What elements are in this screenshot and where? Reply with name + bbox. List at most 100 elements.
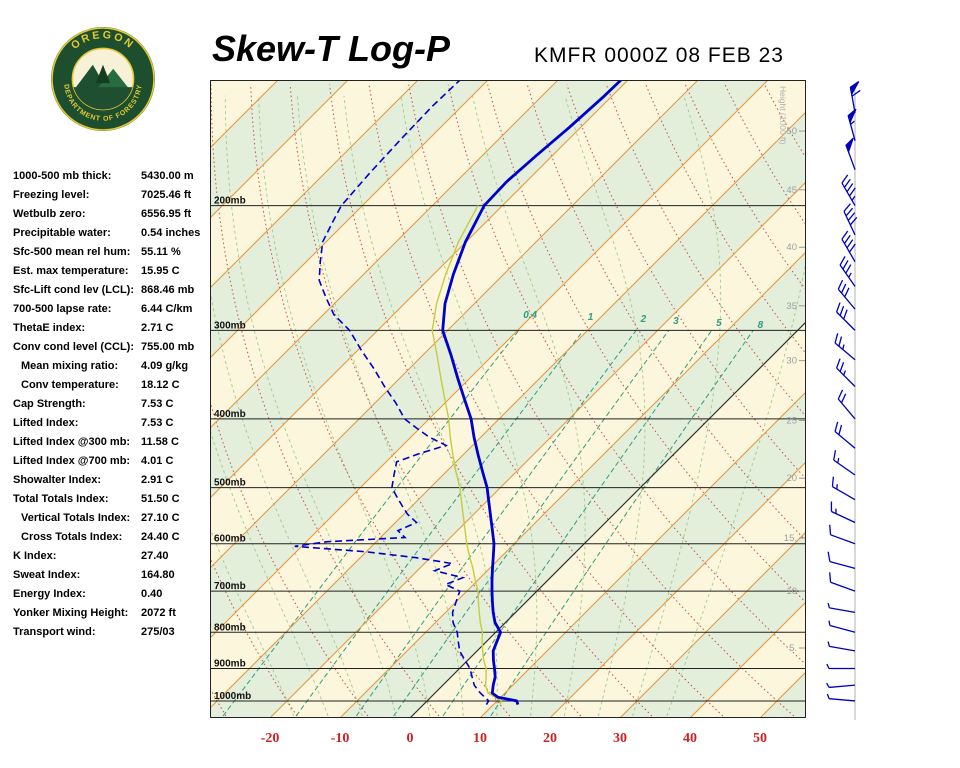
index-label: Total Totals Index: (13, 493, 109, 505)
wind-barb (829, 572, 856, 592)
isotherm-line (339, 251, 806, 718)
index-row: Sweat Index: 164.80 (13, 566, 213, 585)
page-title: Skew-T Log-P (212, 28, 451, 69)
wind-barb (834, 333, 856, 361)
wind-barb (841, 230, 856, 263)
index-label: K Index: (13, 550, 57, 562)
temp-axis-label: 20 (543, 731, 557, 746)
mixing-ratio-label: 2 (640, 314, 647, 325)
index-label: Sweat Index: (13, 569, 81, 581)
index-label: Conv temperature: (21, 379, 119, 391)
wind-barb (831, 476, 856, 501)
height-tick-label: 50 (786, 126, 797, 137)
index-label: Cross Totals Index: (21, 531, 123, 543)
index-value: 275/03 (141, 626, 175, 638)
mixing-ratio-line (295, 330, 584, 717)
index-label: Precipitable water: (13, 227, 111, 239)
index-value: 868.46 mb (141, 284, 195, 296)
skewt-diagram: 200mb 300mb 400mb 500mb 600mb 700mb 800mb 900mb… (210, 80, 806, 718)
skewt-plot-area (210, 80, 806, 718)
wind-barb (827, 641, 856, 652)
isotherm-band (210, 112, 806, 718)
height-axis-title: Height (1000 ft) (778, 86, 788, 145)
mixing-ratio-label: 3 (673, 316, 679, 327)
wind-barb (836, 302, 856, 331)
isotherm-line (210, 80, 769, 639)
index-label: Wetbulb zero: (13, 208, 86, 220)
index-row: Wetbulb zero: 6556.95 ft (13, 205, 213, 224)
wind-barb (829, 524, 856, 545)
isotherm-line (210, 80, 419, 289)
index-value: 7025.46 ft (141, 189, 192, 201)
index-row: Total Totals Index: 51.50 C (13, 490, 213, 509)
moist-adiabat-line (343, 95, 498, 716)
wind-barb (830, 501, 856, 524)
moist-adiabat-line (564, 95, 646, 717)
index-value: 4.09 g/kg (141, 360, 189, 372)
mixing-ratio-label: 0.4 (523, 310, 537, 321)
index-row: Lifted Index: 7.53 C (13, 414, 213, 433)
wind-barb (841, 174, 856, 206)
index-row: Energy Index: 0.40 (13, 585, 213, 604)
index-label: Vertical Totals Index: (21, 512, 131, 524)
index-label: ThetaE index: (13, 322, 86, 334)
isotherm-line (210, 80, 349, 219)
logo-outer-border (51, 27, 155, 131)
mixing-ratio-label: 5 (716, 318, 722, 329)
isotherm-line (549, 461, 806, 718)
wind-barb (827, 551, 856, 569)
index-label: Lifted Index @700 mb: (13, 455, 131, 467)
height-tick-label: 35 (786, 301, 797, 312)
index-label: Showalter Index: (13, 474, 102, 486)
height-tick-label: 30 (786, 356, 797, 367)
dry-adiabat-line (408, 84, 795, 717)
pressure-label: 200mb (214, 196, 246, 207)
index-value: 27.40 (141, 550, 169, 562)
temp-axis-label: 40 (683, 731, 697, 746)
height-tick-label: 40 (786, 242, 797, 253)
isotherm-line (210, 80, 699, 569)
temperature-axis: -20 -10 0 10 20 30 40 50 (210, 731, 806, 753)
pressure-label: 900mb (214, 659, 246, 670)
wind-barb (834, 421, 856, 449)
temp-axis-label: -20 (260, 731, 280, 746)
height-tick-label: 20 (786, 473, 797, 484)
wind-barb (847, 108, 857, 141)
isotherm-line (619, 531, 806, 718)
dry-adiabat-line (289, 84, 582, 717)
index-label: Conv cond level (CCL): (13, 341, 135, 353)
skewt-chart-area: 200mb 300mb 400mb 500mb 600mb 700mb 800mb 900mb… (210, 80, 806, 718)
chart-border (210, 80, 806, 718)
index-value: 18.12 C (141, 379, 180, 391)
temp-axis-label: -10 (330, 731, 350, 746)
height-tick-label: 5. (789, 643, 797, 654)
index-label: Sfc-500 mean rel hum: (13, 246, 131, 258)
index-value: 27.10 C (141, 512, 180, 524)
mixing-ratio-label: 1 (588, 312, 594, 323)
wind-barb-plot (826, 81, 861, 720)
height-tick-label: 15. (784, 533, 797, 544)
index-value: 55.11 % (141, 246, 181, 258)
wind-barb (836, 358, 856, 387)
logo-forest-art (72, 64, 134, 110)
isotherm-line (479, 391, 806, 718)
wind-barb (826, 663, 855, 670)
index-label: Est. max temperature: (13, 265, 129, 277)
index-row: Showalter Index: 2.91 C (13, 471, 213, 490)
wetbulb-profile (431, 205, 503, 705)
temperature-profile (441, 80, 622, 706)
pressure-label: 500mb (214, 478, 246, 489)
index-row: Freezing level: 7025.46 ft (13, 186, 213, 205)
wind-barb-column (806, 80, 902, 725)
wind-barb (839, 256, 856, 287)
mixing-ratio-line (490, 330, 754, 717)
mixing-ratio-line (442, 330, 713, 717)
index-row: Lifted Index @300 mb: 11.58 C (13, 433, 213, 452)
index-row: Transport wind: 275/03 (13, 623, 213, 642)
index-label: Energy Index: (13, 588, 86, 600)
index-row: Lifted Index @700 mb: 4.01 C (13, 452, 213, 471)
index-value: 6.44 C/km (141, 303, 193, 315)
index-value: 24.40 C (141, 531, 180, 543)
index-value: 5430.00 m (141, 170, 194, 182)
